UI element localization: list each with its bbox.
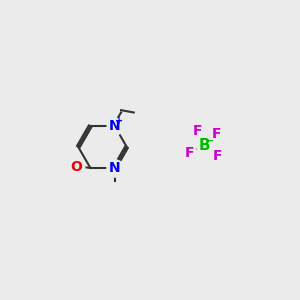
Text: F: F	[193, 124, 202, 138]
Text: N: N	[109, 161, 120, 175]
Text: +: +	[115, 116, 123, 126]
Text: F: F	[213, 149, 222, 164]
Text: F: F	[185, 146, 194, 160]
Text: F: F	[212, 127, 221, 141]
Text: O: O	[70, 160, 82, 174]
Text: B: B	[199, 138, 210, 153]
Text: N: N	[109, 119, 120, 133]
Text: −: −	[206, 136, 214, 146]
